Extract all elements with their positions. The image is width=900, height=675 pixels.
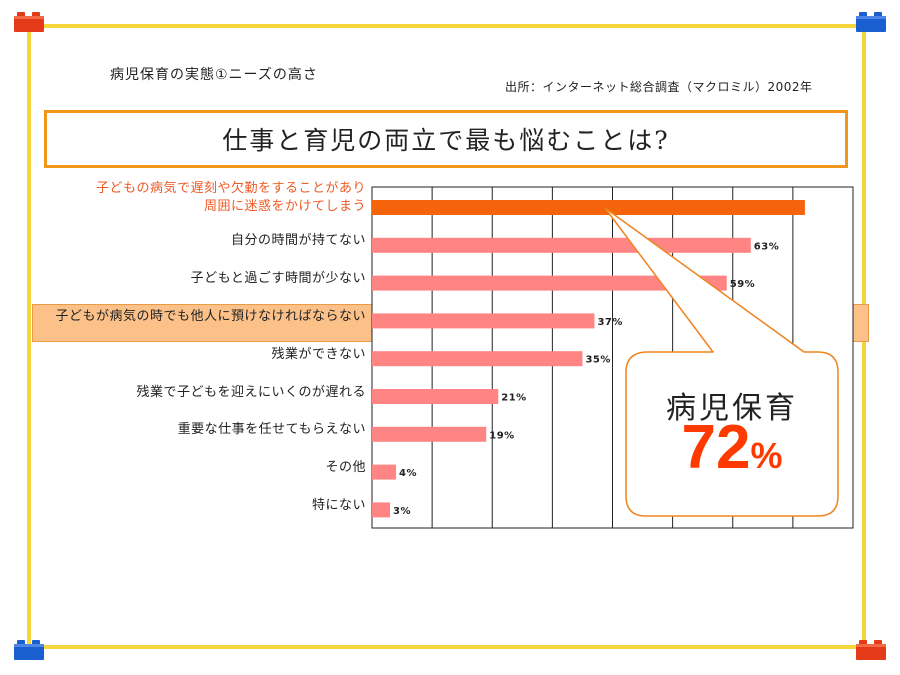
blue-brick-icon — [14, 640, 44, 660]
callout-value-number: 72 — [681, 413, 751, 482]
red-brick-icon — [14, 12, 44, 32]
category-label: 残業で子どもを迎えにいくのが遅れる — [136, 384, 366, 400]
bar — [372, 275, 727, 291]
value-label: 35% — [585, 355, 610, 366]
bar — [372, 464, 397, 480]
slide-subtitle: 病児保育の実態①ニーズの高さ — [110, 67, 318, 83]
category-label-line: 周囲に迷惑をかけてしまう — [203, 198, 366, 214]
callout-label: 病児保育 — [666, 391, 798, 426]
category-label: 自分の時間が持てない — [230, 233, 366, 249]
bar — [372, 389, 499, 404]
question-title: 仕事と育児の両立で最も悩むことは? — [44, 110, 848, 168]
category-label: 子どもの病気で遅刻や欠勤をすることがあり周囲に迷惑をかけてしまう — [96, 180, 366, 216]
bar — [372, 502, 391, 518]
source-note: 出所：インターネット総合調査（マクロミル）2002年 — [505, 80, 813, 94]
bar — [372, 351, 583, 367]
category-label: 特にない — [311, 497, 366, 513]
value-label: 4% — [399, 468, 417, 479]
bar — [372, 313, 595, 329]
red-brick-icon — [856, 640, 886, 660]
category-label: 子どもと過ごす時間が少ない — [190, 271, 366, 287]
bar — [372, 237, 751, 253]
value-label: 3% — [393, 506, 411, 517]
category-label: 重要な仕事を任せてもらえない — [177, 422, 366, 438]
bar-top — [372, 200, 805, 215]
callout-value: 72% — [626, 412, 838, 483]
category-label-line: 子どもの病気で遅刻や欠勤をすることがあり — [95, 180, 366, 196]
category-label: 残業ができない — [271, 346, 366, 362]
value-label: 63% — [754, 241, 779, 252]
category-label: 子どもが病気の時でも他人に預けなければならない — [55, 308, 366, 324]
value-label: 21% — [501, 393, 526, 404]
blue-brick-icon — [856, 12, 886, 32]
value-label: 37% — [597, 317, 622, 328]
category-label: その他 — [325, 460, 366, 476]
callout-bubble — [604, 207, 839, 517]
callout-value-unit: % — [750, 435, 783, 476]
value-label: 19% — [489, 430, 514, 441]
bar — [372, 426, 487, 442]
value-label: 59% — [730, 279, 755, 290]
